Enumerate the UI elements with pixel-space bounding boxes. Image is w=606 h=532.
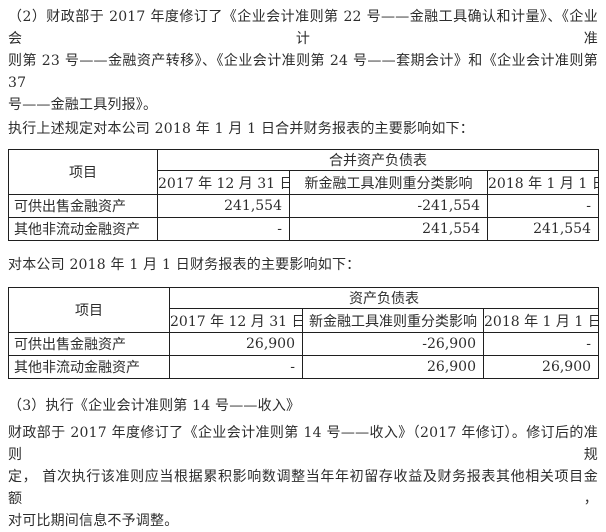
cell-item-label: 其他非流动金融资产 — [8, 217, 158, 241]
cell-value: - — [482, 332, 600, 356]
group-header-balance-sheet: 资产负债表 — [168, 287, 600, 309]
paragraph-company-intro: 对本公司 2018 年 1 月 1 日财务报表的主要影响如下： — [8, 257, 361, 273]
table-row: 其他非流动金融资产 - 26,900 26,900 — [8, 355, 600, 379]
paragraph-section3-body: 财政部于 2017 年度修订了《企业会计准则第 14 号——收入》（2017 年… — [8, 422, 598, 532]
table-row: 可供出售金融资产 241,554 -241,554 - — [8, 194, 599, 218]
cell-value: 26,900 — [482, 355, 600, 379]
cell-item-label: 其他非流动金融资产 — [8, 355, 170, 379]
text-line: 号——金融工具列报》。 — [8, 97, 158, 113]
paragraph-consolidated-intro: 执行上述规定对本公司 2018 年 1 月 1 日合并财务报表的主要影响如下： — [8, 121, 474, 137]
table-header-row-group: 项目 合并资产负债表 — [8, 149, 599, 195]
text-line: 则第 23 号——金融资产转移》、《企业会计准则第 24 号——套期会计》和《企… — [8, 53, 598, 91]
cell-value: -26,900 — [302, 332, 484, 356]
table-company-balance-sheet: 项目 资产负债表 2017 年 12 月 31 日 新金融工具准则重分类影响 2… — [8, 287, 600, 379]
cell-value: 241,554 — [289, 217, 488, 241]
cell-value: - — [487, 194, 599, 218]
text-line: 对可比期间信息不予调整。 — [8, 513, 179, 529]
column-header-item: 项目 — [8, 149, 158, 195]
cell-item-label: 可供出售金融资产 — [8, 332, 170, 356]
column-header-2017-12-31: 2017 年 12 月 31 日 — [169, 308, 303, 333]
cell-value: 241,554 — [157, 194, 290, 218]
column-header-reclass-impact: 新金融工具准则重分类影响 — [289, 170, 488, 195]
section3-heading: （3）执行《企业会计准则第 14 号——收入》 — [8, 398, 301, 414]
text-line: 定， 首次执行该准则应当根据累积影响数调整当年年初留存收益及财务报表其他相关项目… — [8, 469, 598, 507]
table-row: 其他非流动金融资产 - 241,554 241,554 — [8, 217, 599, 241]
table-header-row-group: 项目 资产负债表 — [8, 287, 600, 333]
table-consolidated-balance-sheet: 项目 合并资产负债表 2017 年 12 月 31 日 新金融工具准则重分类影响… — [8, 149, 599, 241]
text-line: 财政部于 2017 年度修订了《企业会计准则第 14 号——收入》（2017 年… — [8, 425, 598, 463]
table-header-row-columns: 2017 年 12 月 31 日 新金融工具准则重分类影响 2018 年 1 月… — [9, 170, 599, 195]
column-header-2017-12-31: 2017 年 12 月 31 日 — [157, 170, 290, 195]
table-row: 可供出售金融资产 26,900 -26,900 - — [8, 332, 600, 356]
column-header-item: 项目 — [8, 287, 170, 333]
paragraph-section2-standards: （2）财政部于 2017 年度修订了《企业会计准则第 22 号——金融工具确认和… — [8, 6, 598, 116]
cell-value: - — [169, 355, 303, 379]
column-header-2018-01-01: 2018 年 1 月 1 日 — [482, 308, 600, 333]
cell-value: 26,900 — [302, 355, 484, 379]
column-header-reclass-impact: 新金融工具准则重分类影响 — [302, 308, 484, 333]
text-line: （2）财政部于 2017 年度修订了《企业会计准则第 22 号——金融工具确认和… — [8, 9, 598, 47]
cell-value: -241,554 — [289, 194, 488, 218]
group-header-consolidated-balance-sheet: 合并资产负债表 — [157, 149, 599, 171]
cell-item-label: 可供出售金融资产 — [8, 194, 158, 218]
column-header-2018-01-01: 2018 年 1 月 1 日 — [487, 170, 599, 195]
cell-value: 241,554 — [487, 217, 599, 241]
cell-value: - — [157, 217, 290, 241]
table-header-row-columns: 2017 年 12 月 31 日 新金融工具准则重分类影响 2018 年 1 月… — [9, 308, 600, 333]
cell-value: 26,900 — [169, 332, 303, 356]
